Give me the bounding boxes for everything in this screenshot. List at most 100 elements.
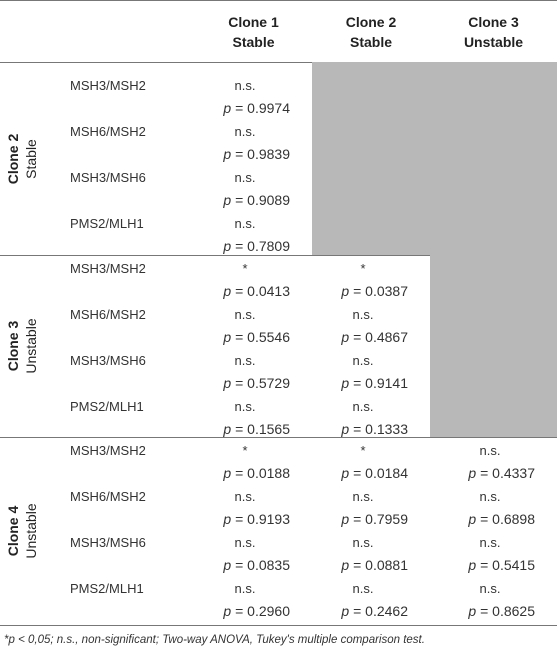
p-value: 0.9141: [365, 375, 408, 391]
p-stat: p: [468, 557, 477, 573]
p-stat: p: [223, 238, 232, 254]
group-label-line: Clone 3: [5, 320, 21, 372]
significance: *: [242, 261, 248, 276]
ratio-label: MSH3/MSH2: [70, 261, 146, 276]
group-label-line: Unstable: [23, 503, 39, 559]
group-label-line: Stable: [23, 138, 39, 179]
significance: n.s.: [352, 353, 374, 368]
p-stat: p: [468, 603, 477, 619]
p-stat: p: [341, 511, 350, 527]
p-value: 0.9089: [247, 192, 290, 208]
significance: n.s.: [234, 170, 256, 185]
header-line: Unstable: [463, 34, 524, 50]
group-label-line: Unstable: [23, 318, 39, 374]
p-value: p = 0.9141: [298, 375, 408, 391]
column-header: Clone 2 Stable: [312, 12, 430, 52]
significance: n.s.: [234, 216, 256, 231]
empty-cell: [430, 353, 557, 399]
p-value: 0.0387: [365, 283, 408, 299]
p-stat: p: [468, 511, 477, 527]
p-value: 0.5415: [492, 557, 535, 573]
p-stat: p: [223, 511, 232, 527]
p-value: p = 0.9193: [180, 511, 290, 527]
p-stat: p: [223, 375, 232, 391]
empty-cell: [430, 62, 557, 124]
p-value: p = 0.4867: [298, 329, 408, 345]
significance: n.s.: [479, 581, 501, 596]
ratio-label: PMS2/MLH1: [70, 581, 144, 596]
ratio-label: MSH3/MSH2: [70, 78, 146, 93]
group-label: Clone 3 Unstable: [4, 286, 40, 406]
p-value: 0.5546: [247, 329, 290, 345]
p-value: p = 0.0184: [298, 465, 408, 481]
p-rel: =: [480, 511, 489, 527]
p-value: 0.7809: [247, 238, 290, 254]
p-value: 0.0835: [247, 557, 290, 573]
p-stat: p: [341, 329, 350, 345]
p-value: 0.4867: [365, 329, 408, 345]
significance: *: [360, 261, 366, 276]
significance: n.s.: [234, 78, 256, 93]
significance: n.s.: [352, 535, 374, 550]
p-rel: =: [235, 557, 244, 573]
p-stat: p: [341, 465, 350, 481]
group-label: Clone 2 Stable: [4, 99, 40, 219]
p-value: p = 0.7809: [180, 238, 290, 254]
p-rel: =: [235, 146, 244, 162]
p-rel: =: [353, 329, 362, 345]
empty-cell: [430, 255, 557, 307]
significance: n.s.: [234, 307, 256, 322]
significance: n.s.: [479, 489, 501, 504]
p-value: p = 0.5415: [425, 557, 535, 573]
p-stat: p: [341, 557, 350, 573]
p-rel: =: [353, 465, 362, 481]
p-rel: =: [353, 603, 362, 619]
p-value: p = 0.1333: [298, 421, 408, 437]
p-value: p = 0.0188: [180, 465, 290, 481]
p-value: p = 0.8625: [425, 603, 535, 619]
header-line: Clone 1: [228, 14, 279, 30]
p-value: 0.5729: [247, 375, 290, 391]
p-value: 0.9839: [247, 146, 290, 162]
p-stat: p: [223, 421, 232, 437]
ratio-label: MSH6/MSH2: [70, 489, 146, 504]
empty-cell: [430, 170, 557, 216]
footnote: *p < 0,05; n.s., non-significant; Two-wa…: [4, 634, 425, 646]
significance: n.s.: [352, 307, 374, 322]
p-value: p = 0.7959: [298, 511, 408, 527]
p-value: p = 0.4337: [425, 465, 535, 481]
p-stat: p: [341, 375, 350, 391]
ratio-label: PMS2/MLH1: [70, 216, 144, 231]
p-stat: p: [223, 192, 232, 208]
p-stat: p: [223, 100, 232, 116]
group-label-line: Clone 2: [5, 133, 21, 184]
p-rel: =: [235, 100, 244, 116]
p-stat: p: [341, 603, 350, 619]
significance: n.s.: [479, 535, 501, 550]
p-value: p = 0.9974: [180, 100, 290, 116]
significance: n.s.: [234, 489, 256, 504]
p-value: p = 0.2462: [298, 603, 408, 619]
p-value: p = 0.9089: [180, 192, 290, 208]
ratio-label: MSH6/MSH2: [70, 307, 146, 322]
header-line: Clone 2: [345, 14, 397, 30]
p-rel: =: [353, 511, 362, 527]
p-rel: =: [235, 283, 244, 299]
p-value: 0.6898: [492, 511, 535, 527]
p-rel: =: [235, 603, 244, 619]
ratio-label: MSH3/MSH6: [70, 170, 146, 185]
p-rel: =: [353, 375, 362, 391]
p-value: p = 0.2960: [180, 603, 290, 619]
rule: [0, 62, 557, 63]
p-value: 0.0413: [247, 283, 290, 299]
significance: *: [360, 443, 366, 458]
p-rel: =: [480, 603, 489, 619]
empty-cell: [430, 216, 557, 255]
p-value: 0.0188: [247, 465, 290, 481]
ratio-label: MSH6/MSH2: [70, 124, 146, 139]
p-rel: =: [235, 465, 244, 481]
p-rel: =: [353, 283, 362, 299]
ratio-label: MSH3/MSH6: [70, 353, 146, 368]
p-value: p = 0.6898: [425, 511, 535, 527]
